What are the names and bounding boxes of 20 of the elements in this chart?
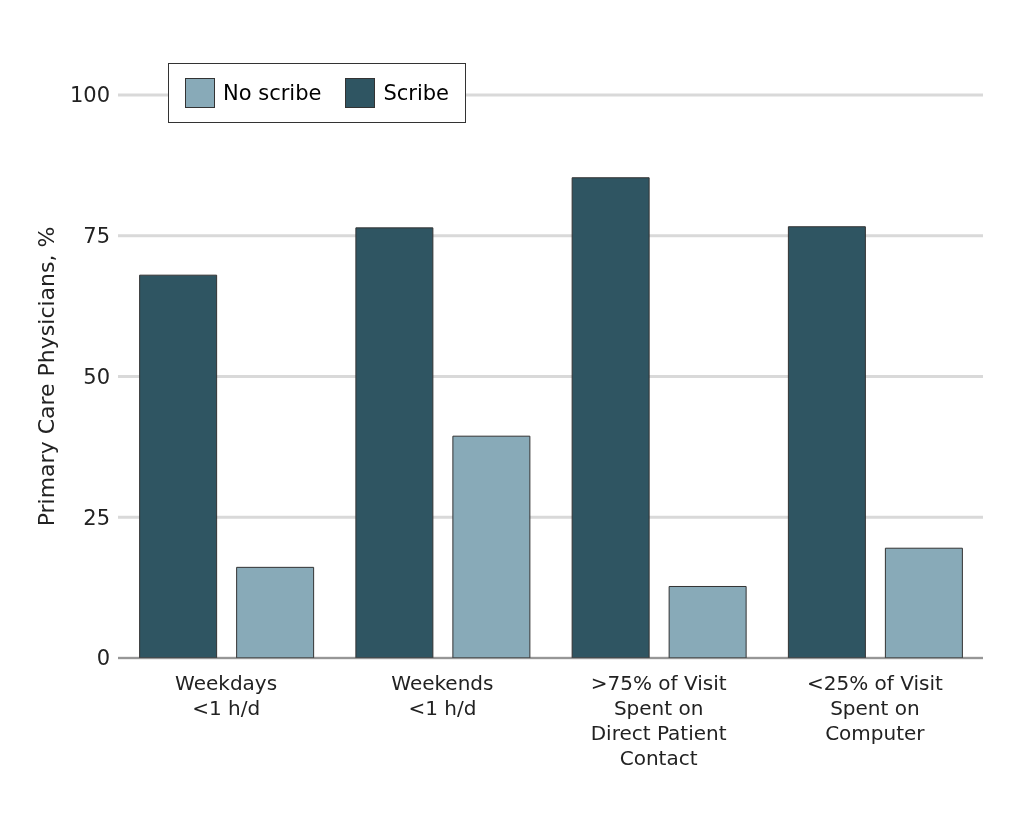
bar [571,177,650,658]
y-tick-label: 0 [96,646,110,671]
bar [884,547,963,658]
bar [787,226,866,658]
legend-label: Scribe [382,80,450,107]
x-tick-label: >75% of Visit Spent on Direct Patient Contact [590,671,727,770]
bar [236,566,315,658]
y-tick-label: 100 [69,83,110,108]
bar [139,274,218,658]
x-tick-label: <25% of Visit Spent on Computer [806,671,943,745]
x-tick-label: Weekends <1 h/d [391,671,494,720]
bar [355,227,434,658]
y-tick-label: 25 [83,505,110,530]
x-tick-label: Weekdays <1 h/d [175,671,278,720]
y-axis-title: Primary Care Physicians, % [33,226,59,527]
bar [668,586,747,658]
legend-label: No scribe [222,80,322,107]
y-tick-label: 50 [83,364,110,389]
bar [452,435,531,658]
y-tick-label: 75 [83,224,110,249]
